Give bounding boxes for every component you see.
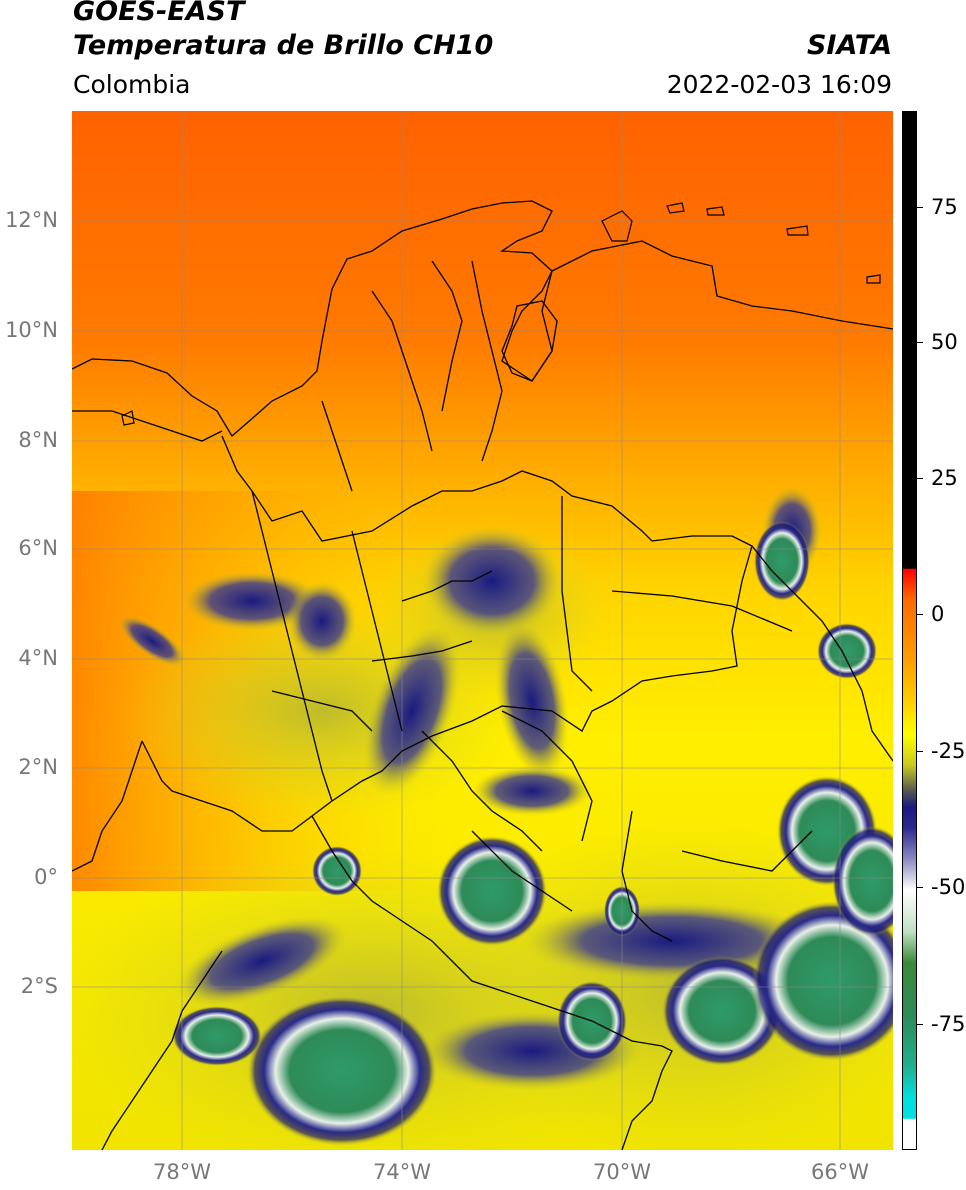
coastlines-borders <box>71 200 894 1151</box>
lat-label: 10°N <box>5 318 58 342</box>
colorbar-label: 25 <box>931 466 958 490</box>
colorbar-label: 75 <box>931 195 958 219</box>
colorbar-tick <box>917 207 923 208</box>
colorbar-tick <box>917 751 923 752</box>
lon-label: 74°W <box>373 1160 431 1184</box>
colorbar-label: 50 <box>931 330 958 354</box>
datetime-label: 2022-02-03 16:09 <box>666 70 892 99</box>
colorbar-tick <box>917 614 923 615</box>
colorbar-label: -25 <box>931 739 966 763</box>
product-title: Temperatura de Brillo CH10 <box>73 30 494 61</box>
lat-label: 2°S <box>20 974 58 998</box>
colorbar-tick <box>917 887 923 888</box>
lat-label: 8°N <box>18 428 58 452</box>
colorbar-tick <box>917 1024 923 1025</box>
islands <box>121 202 881 426</box>
graticule <box>72 111 893 1150</box>
lat-label: 2°N <box>18 755 58 779</box>
colorbar-label: -75 <box>931 1012 966 1036</box>
satellite-title: GOES-EAST <box>73 0 245 27</box>
agency-label: SIATA <box>806 30 892 61</box>
cold-cloud-tops <box>172 521 912 1146</box>
satellite-map[interactable] <box>52 111 952 1171</box>
lat-label: 6°N <box>18 536 58 560</box>
lat-label: 4°N <box>18 646 58 670</box>
lon-label: 66°W <box>811 1160 869 1184</box>
colorbar-label: -50 <box>931 875 966 899</box>
lon-label: 78°W <box>153 1160 211 1184</box>
region-label: Colombia <box>73 70 191 99</box>
colorbar-tick <box>917 342 923 343</box>
lat-label: 12°N <box>5 208 58 232</box>
colorbar <box>902 111 917 1150</box>
colorbar-tick <box>917 478 923 479</box>
lon-label: 70°W <box>593 1160 651 1184</box>
lat-label: 0° <box>34 865 58 889</box>
colorbar-label: 0 <box>931 602 945 626</box>
